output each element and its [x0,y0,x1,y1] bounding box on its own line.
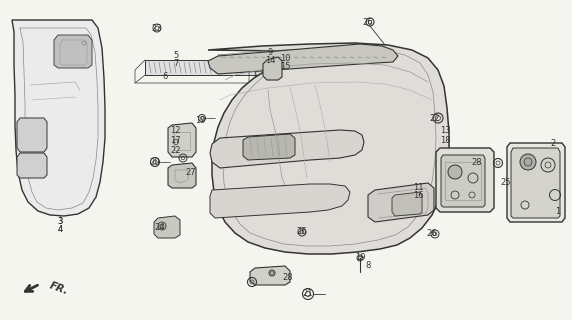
Circle shape [520,154,536,170]
Text: 7: 7 [173,59,178,68]
Text: 10: 10 [280,53,290,62]
Text: 3: 3 [57,218,63,227]
Text: 4: 4 [57,226,62,235]
Text: 28: 28 [472,157,482,166]
Polygon shape [168,163,196,188]
Circle shape [448,165,462,179]
Text: 14: 14 [265,55,275,65]
Text: 27: 27 [186,167,196,177]
Text: 22: 22 [430,114,440,123]
Text: 19: 19 [355,252,366,261]
Text: 26: 26 [297,227,307,236]
Polygon shape [208,43,449,254]
Polygon shape [208,44,398,74]
Text: 13: 13 [440,125,450,134]
Text: 17: 17 [170,135,180,145]
Polygon shape [392,192,422,216]
Polygon shape [17,118,47,152]
Circle shape [524,158,532,166]
Text: 2: 2 [550,139,555,148]
Text: 15: 15 [280,61,290,70]
Text: 16: 16 [412,191,423,201]
Polygon shape [210,184,350,218]
Polygon shape [243,134,295,160]
Polygon shape [250,266,290,285]
Text: 28: 28 [283,274,293,283]
Text: 25: 25 [500,178,511,187]
Polygon shape [17,153,47,178]
Text: 24: 24 [155,223,165,233]
Text: 4: 4 [57,226,62,235]
Polygon shape [145,60,257,75]
Polygon shape [255,64,270,78]
Polygon shape [12,20,105,216]
Text: 26: 26 [427,229,438,238]
Polygon shape [154,216,180,238]
Text: 9: 9 [267,47,273,57]
Polygon shape [168,123,196,157]
Text: 3: 3 [57,218,63,227]
Text: 5: 5 [173,51,178,60]
Text: 12: 12 [170,125,180,134]
Text: 19: 19 [194,116,205,124]
Polygon shape [210,130,364,168]
Text: 21: 21 [303,290,313,299]
Text: 6: 6 [162,71,168,81]
Polygon shape [263,57,282,80]
Text: 22: 22 [171,146,181,155]
Text: 23: 23 [152,23,162,33]
Polygon shape [507,143,565,222]
Polygon shape [368,183,434,222]
Text: 18: 18 [440,135,450,145]
Text: 1: 1 [555,207,561,217]
Polygon shape [511,148,560,218]
Polygon shape [54,35,92,68]
Polygon shape [436,148,494,212]
Text: 26: 26 [363,18,374,27]
Text: 11: 11 [413,182,423,191]
Text: 8: 8 [366,260,371,269]
Polygon shape [441,155,485,207]
Text: 20: 20 [150,157,160,166]
Text: FR.: FR. [48,280,70,296]
